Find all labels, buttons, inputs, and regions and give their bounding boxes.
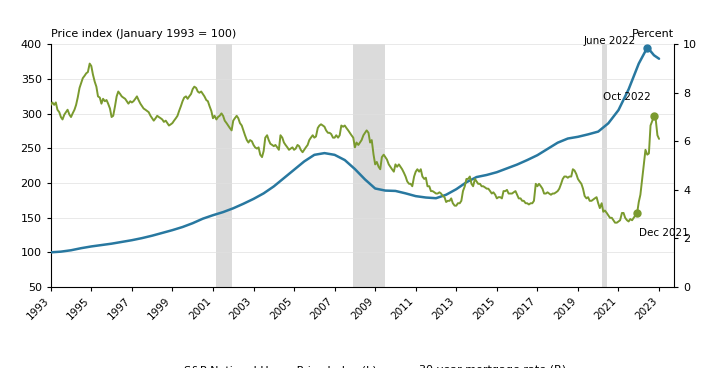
Bar	[216, 44, 231, 287]
Text: Oct 2022: Oct 2022	[603, 92, 651, 102]
Text: June 2022: June 2022	[584, 36, 636, 46]
Bar	[353, 44, 385, 287]
Bar	[602, 44, 607, 287]
Text: Dec 2021: Dec 2021	[639, 227, 689, 237]
Legend: S&P National Home Price Index (L), 30-year mortgage rate (R): S&P National Home Price Index (L), 30-ye…	[154, 361, 571, 368]
Text: Percent: Percent	[632, 29, 674, 39]
Text: Price index (January 1993 = 100): Price index (January 1993 = 100)	[51, 29, 236, 39]
